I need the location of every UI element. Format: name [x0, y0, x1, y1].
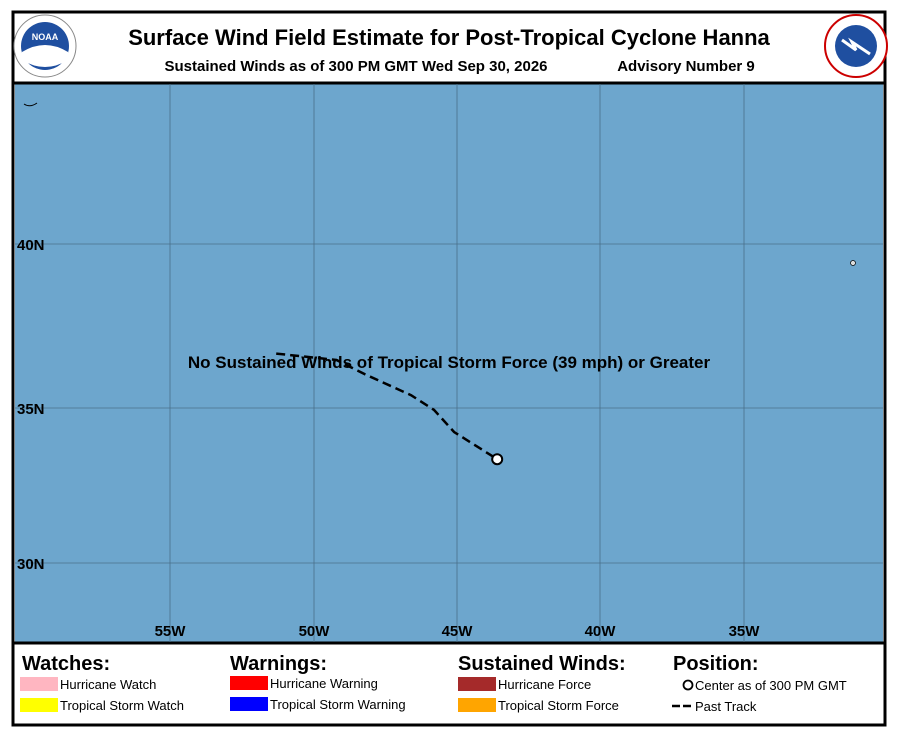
lon-label: 45W: [442, 623, 474, 640]
legend-item: Center as of 300 PM GMT: [695, 678, 847, 693]
legend-title: Warnings:: [230, 653, 327, 675]
legend-swatch: [20, 677, 58, 691]
subtitle: Sustained Winds as of 300 PM GMT Wed Sep…: [164, 58, 547, 75]
coast: [23, 102, 38, 107]
legend-title: Watches:: [22, 653, 110, 675]
legend-swatch: [230, 697, 268, 711]
title: Surface Wind Field Estimate for Post-Tro…: [128, 25, 770, 50]
legend-item: Past Track: [695, 699, 757, 714]
lon-label: 35W: [729, 623, 761, 640]
nws-logo: [824, 14, 888, 78]
island: [850, 260, 856, 266]
legend-center: [682, 679, 694, 691]
legend-item: Hurricane Force: [498, 677, 591, 692]
legend-swatch: [458, 698, 496, 712]
legend-title: Position:: [673, 653, 759, 675]
frame: [11, 10, 887, 727]
lon-label: 55W: [155, 623, 187, 640]
noaa-logo: NOAA: [13, 14, 77, 78]
past-track: [276, 352, 498, 461]
legend-swatch: [20, 698, 58, 712]
advisory: Advisory Number 9: [617, 58, 755, 75]
legend-swatch: [230, 676, 268, 690]
legend-item: Tropical Storm Warning: [270, 697, 406, 712]
map-note: No Sustained Winds of Tropical Storm For…: [188, 353, 711, 372]
storm-center: [491, 453, 504, 466]
map-area: [15, 84, 883, 642]
legend-item: Hurricane Watch: [60, 677, 156, 692]
lon-label: 50W: [299, 623, 331, 640]
legend-item: Tropical Storm Watch: [60, 698, 184, 713]
lon-label: 40W: [585, 623, 617, 640]
lat-label: 30N: [17, 556, 45, 573]
legend-title: Sustained Winds:: [458, 653, 626, 675]
svg-text:NOAA: NOAA: [32, 32, 59, 42]
lat-label: 40N: [17, 237, 45, 254]
legend-item: Hurricane Warning: [270, 676, 378, 691]
legend-item: Tropical Storm Force: [498, 698, 619, 713]
legend-swatch: [458, 677, 496, 691]
lat-label: 35N: [17, 401, 45, 418]
